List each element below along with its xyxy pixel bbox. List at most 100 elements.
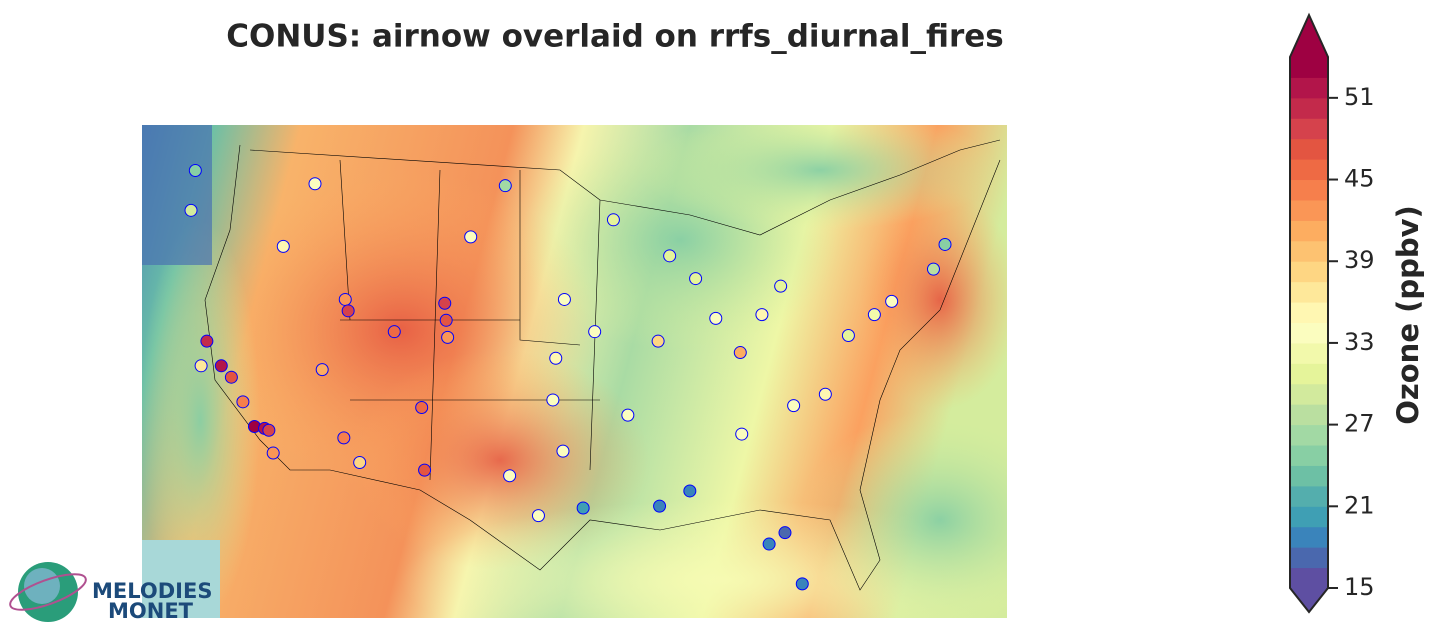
station [341, 304, 355, 318]
colorbar-band [1290, 199, 1328, 221]
station [353, 456, 367, 470]
station [184, 203, 198, 217]
colorbar-tick-label: 51 [1344, 83, 1375, 111]
station [653, 499, 667, 513]
station [938, 237, 952, 251]
station [709, 311, 723, 325]
station [651, 334, 665, 348]
station [546, 393, 560, 407]
station [337, 431, 351, 445]
colorbar-band [1290, 281, 1328, 303]
colorbar-tick-label: 21 [1344, 491, 1375, 519]
model-field [142, 125, 1007, 618]
colorbar-extend [1290, 588, 1328, 612]
station [755, 308, 769, 322]
colorbar: 15 21 27 33 39 45 51 [1289, 12, 1375, 614]
station [841, 328, 855, 342]
colorbar-tick-label: 27 [1344, 410, 1375, 438]
station [438, 296, 452, 310]
colorbar-band [1290, 404, 1328, 426]
station [418, 463, 432, 477]
colorbar-band [1290, 240, 1328, 262]
station [867, 308, 881, 322]
station [778, 526, 792, 540]
colorbar-band [1290, 138, 1328, 160]
colorbar-band [1290, 261, 1328, 283]
station [188, 164, 202, 178]
colorbar-band [1290, 77, 1328, 99]
station [315, 363, 329, 377]
station [733, 346, 747, 360]
colorbar-band [1290, 342, 1328, 364]
colorbar-tick-label: 33 [1344, 328, 1375, 356]
station [795, 577, 809, 591]
colorbar-band [1290, 302, 1328, 323]
station [415, 401, 429, 415]
logo-text: MONET [108, 599, 194, 623]
station [338, 292, 352, 306]
colorbar-band [1290, 363, 1328, 385]
station [464, 230, 478, 244]
colorbar-band [1290, 506, 1328, 528]
colorbar-band [1290, 118, 1328, 140]
station [621, 408, 635, 422]
colorbar-band [1290, 526, 1328, 548]
colorbar-band [1290, 567, 1328, 589]
colorbar-band [1290, 57, 1328, 78]
station [194, 359, 208, 373]
station [439, 313, 453, 327]
colorbar-band [1290, 465, 1328, 487]
station [663, 249, 677, 263]
station [266, 446, 280, 460]
station [885, 294, 899, 308]
station [683, 484, 697, 498]
station [214, 359, 228, 373]
colorbar-band [1290, 179, 1328, 201]
station [576, 501, 590, 515]
station [926, 262, 940, 276]
station [236, 395, 250, 409]
colorbar-band [1290, 383, 1328, 405]
station [308, 177, 322, 191]
borders [204, 139, 1001, 591]
station [498, 179, 512, 193]
station [276, 239, 290, 253]
colorbar-extend [1290, 15, 1328, 57]
station [224, 370, 238, 384]
chart-title: CONUS: airnow overlaid on rrfs_diurnal_f… [226, 19, 1004, 55]
colorbar-tick-label: 15 [1344, 573, 1375, 601]
station [531, 509, 545, 523]
station [606, 213, 620, 227]
colorbar-band [1290, 445, 1328, 466]
station [387, 325, 401, 339]
colorbar-label: Ozone (ppbv) [1391, 205, 1425, 425]
sites [184, 164, 952, 591]
colorbar-band [1290, 424, 1328, 446]
colorbar-band [1290, 485, 1328, 507]
station [735, 427, 749, 441]
colorbar-tick-label: 39 [1344, 246, 1375, 274]
colorbar-tick-label: 45 [1344, 165, 1375, 193]
colorbar-band [1290, 220, 1328, 242]
logo: MELODIES MONET [9, 562, 212, 623]
station [503, 469, 517, 483]
station [441, 330, 455, 344]
station [556, 444, 570, 458]
station [774, 279, 788, 293]
station [262, 423, 276, 437]
station [200, 334, 214, 348]
station [818, 387, 832, 401]
station [557, 292, 571, 306]
colorbar-band [1290, 547, 1328, 569]
station [549, 351, 563, 365]
logo-text: MELODIES [92, 579, 212, 603]
station [588, 325, 602, 339]
station [762, 537, 776, 551]
colorbar-band [1290, 159, 1328, 181]
colorbar-band [1290, 97, 1328, 119]
station [787, 399, 801, 413]
colorbar-band [1290, 322, 1328, 344]
station [689, 272, 703, 286]
